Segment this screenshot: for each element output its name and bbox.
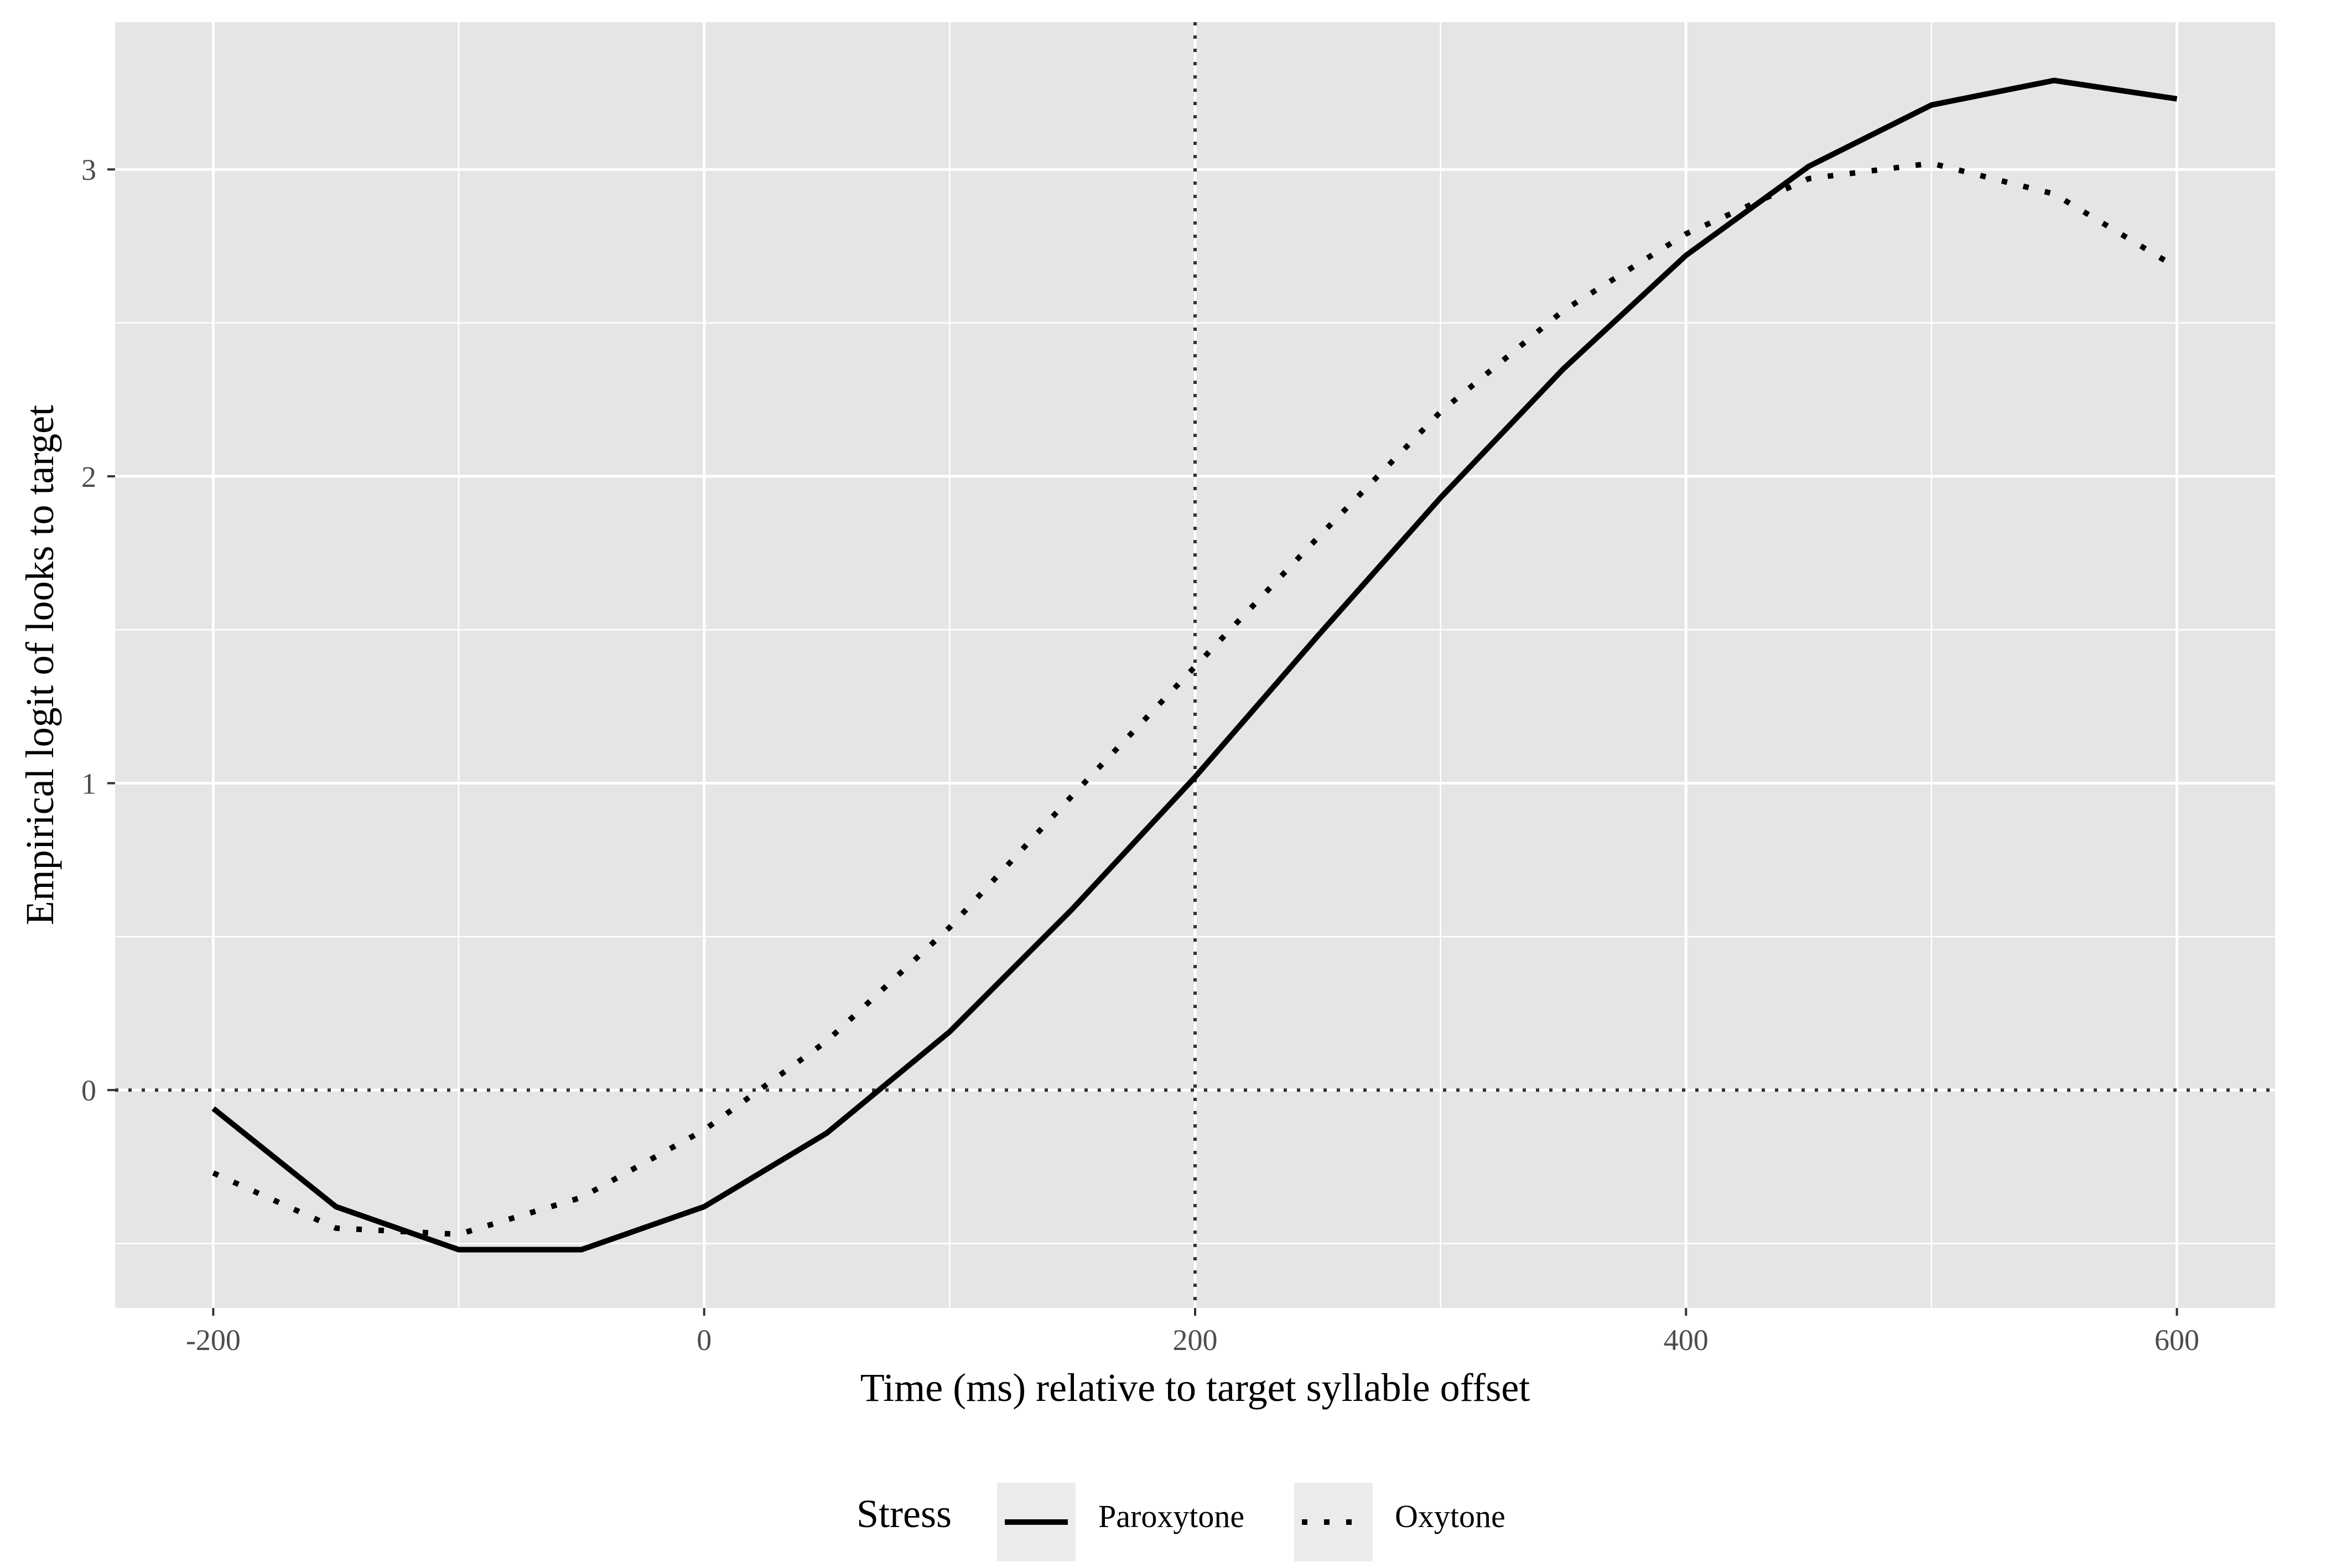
x-tick-label: 0 xyxy=(697,1323,712,1357)
series-line-paroxytone xyxy=(211,77,2178,1253)
legend-title: Stress xyxy=(856,1492,952,1536)
y-axis-title: Empirical logit of looks to target xyxy=(18,405,62,926)
axes: -200 0 200 400 600 0 1 2 3 xyxy=(81,153,2199,1357)
y-tick-label: 1 xyxy=(81,767,96,801)
legend: Stress Paroxytone Oxytone xyxy=(856,1483,1505,1561)
x-tick-label: -200 xyxy=(186,1323,241,1357)
x-tick-label: 400 xyxy=(1664,1323,1709,1357)
x-axis-title: Time (ms) relative to target syllable of… xyxy=(860,1365,1530,1410)
x-tick-label: 200 xyxy=(1173,1323,1218,1357)
y-tick-label: 3 xyxy=(81,153,96,186)
x-tick-label: 600 xyxy=(2154,1323,2199,1357)
y-tick-label: 2 xyxy=(81,460,96,494)
y-tick-label: 0 xyxy=(81,1074,96,1107)
grid-lines xyxy=(115,22,2275,1308)
legend-label-oxytone: Oxytone xyxy=(1395,1498,1505,1534)
legend-label-paroxytone: Paroxytone xyxy=(1098,1498,1244,1534)
